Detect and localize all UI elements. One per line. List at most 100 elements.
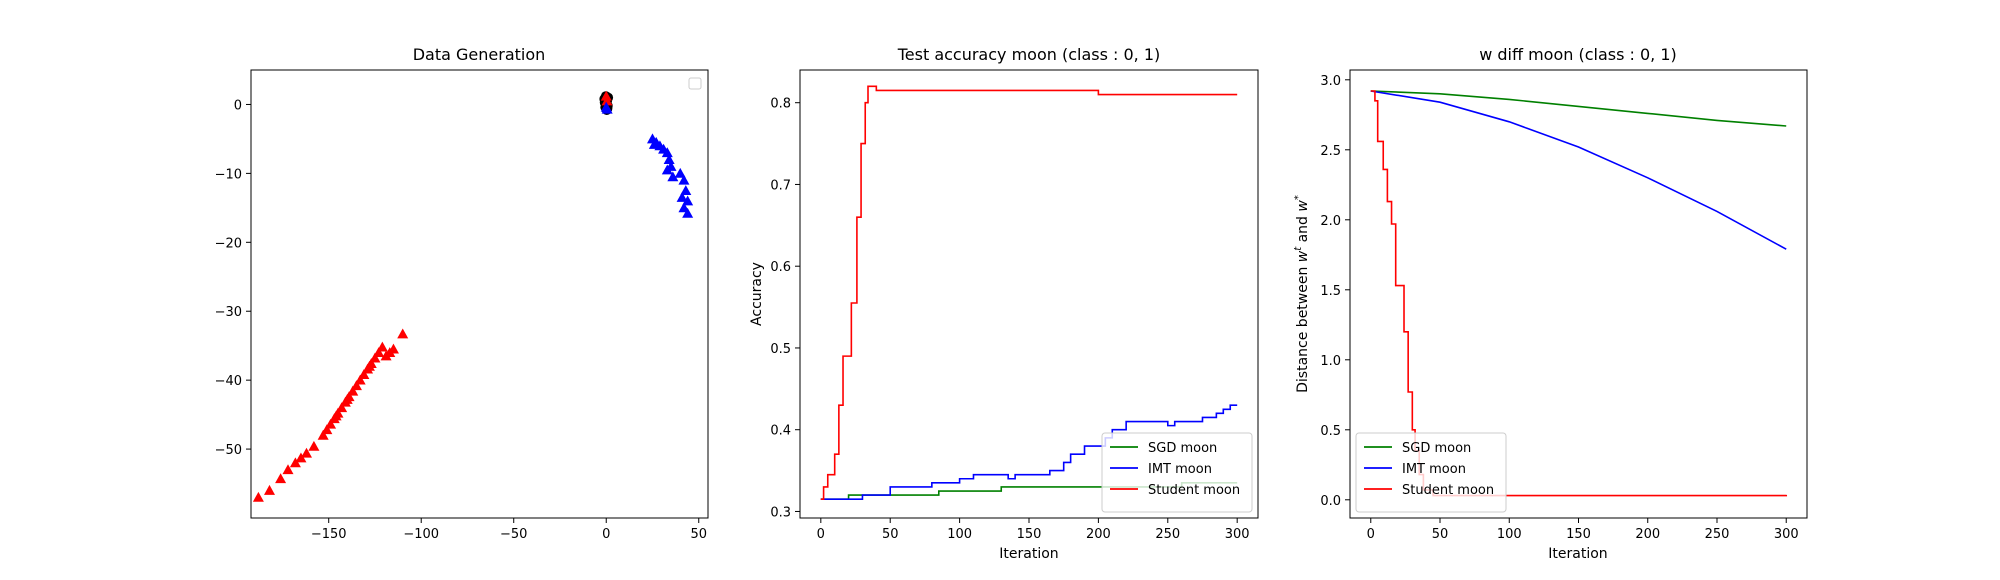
panel-1-legend xyxy=(688,77,702,90)
legend-label: IMT moon xyxy=(1148,462,1212,477)
scatter-point xyxy=(354,374,366,385)
scatter-point xyxy=(600,90,612,101)
scatter-point xyxy=(397,328,409,339)
legend-label: IMT moon xyxy=(1402,462,1466,477)
x-tick-label: 100 xyxy=(947,527,972,542)
panel-2-y-ticks: 0.3 0.4 0.5 0.6 0.7 0.8 xyxy=(770,97,800,520)
x-tick-label: 200 xyxy=(1086,527,1111,542)
y-tick-label: −20 xyxy=(215,236,242,251)
scatter-point xyxy=(376,341,388,352)
x-tick-label: 50 xyxy=(1432,527,1449,542)
scatter-point xyxy=(282,464,294,475)
scatter-point xyxy=(289,457,301,468)
series-line-imt-moon xyxy=(820,404,1238,500)
y-tick-label: 0.4 xyxy=(770,424,791,439)
x-tick-label: 0 xyxy=(602,527,610,542)
x-tick-label: 150 xyxy=(1566,527,1591,542)
y-tick-label: 0.0 xyxy=(1320,494,1341,509)
scatter-point xyxy=(317,429,329,440)
legend-label: SGD moon xyxy=(1148,441,1217,456)
series-line-student-moon xyxy=(820,85,1238,500)
x-tick-label: −50 xyxy=(500,527,527,542)
scatter-point xyxy=(369,352,381,363)
y-tick-label: 2.5 xyxy=(1320,144,1341,159)
scatter-point xyxy=(667,171,679,182)
scatter-point xyxy=(601,103,613,114)
panel-test-accuracy: Test accuracy moon (class : 0, 1) Iterat… xyxy=(749,45,1259,562)
scatter-point xyxy=(347,385,359,396)
legend-label: Student moon xyxy=(1148,483,1240,498)
scatter-point xyxy=(325,418,337,429)
panel-1-y-ticks: 0 −10 −20 −30 −40 −50 xyxy=(215,98,251,458)
panel-3-y-ticks: 0.0 0.5 1.0 1.5 2.0 2.5 3.0 xyxy=(1320,74,1350,509)
scatter-point xyxy=(264,484,276,495)
panel-2-x-axis-label: Iteration xyxy=(999,546,1058,562)
scatter-point xyxy=(387,343,399,354)
scatter-point xyxy=(674,167,686,178)
legend-label: Student moon xyxy=(1402,483,1494,498)
y-tick-label: 1.5 xyxy=(1320,284,1341,299)
scatter-point xyxy=(676,192,688,202)
scatter-point xyxy=(682,207,694,218)
scatter-point xyxy=(663,154,675,164)
scatter-point xyxy=(648,138,660,149)
scatter-point xyxy=(336,402,348,413)
panel-3-x-ticks: 0 50 100 150 200 250 300 xyxy=(1367,518,1799,542)
panel-1-title: Data Generation xyxy=(413,45,546,64)
panel-2-legend: SGD moon IMT moon Student moon xyxy=(1101,432,1253,513)
y-tick-label: 0.7 xyxy=(770,178,791,193)
y-tick-label: 2.0 xyxy=(1320,214,1341,229)
scatter-point xyxy=(661,164,673,175)
y-tick-label: 0.5 xyxy=(1320,424,1341,439)
series-line-sgd-moon xyxy=(1370,90,1787,127)
y-tick-label: 0.6 xyxy=(770,260,791,275)
series-line-imt-moon xyxy=(1370,90,1787,250)
panel-3-title: w diff moon (class : 0, 1) xyxy=(1479,45,1677,64)
panel-1-frame xyxy=(250,69,709,519)
scatter-point xyxy=(358,369,370,380)
scatter-point xyxy=(308,440,320,451)
legend-box xyxy=(1355,432,1507,513)
x-tick-label: 250 xyxy=(1155,527,1180,542)
x-tick-label: −150 xyxy=(311,527,347,542)
y-tick-label: 0.3 xyxy=(770,505,791,520)
y-tick-label: −30 xyxy=(215,305,242,320)
scatter-point xyxy=(295,452,307,463)
y-tick-label: 0 xyxy=(234,98,242,113)
x-tick-label: 50 xyxy=(882,527,899,542)
x-tick-label: 50 xyxy=(690,527,707,542)
panel-2-x-ticks: 0 50 100 150 200 250 300 xyxy=(817,518,1250,542)
legend-box xyxy=(1101,432,1253,513)
y-tick-label: −50 xyxy=(215,443,242,458)
panel-3-legend: SGD moon IMT moon Student moon xyxy=(1355,432,1507,513)
panel-2-frame xyxy=(799,69,1259,519)
y-tick-label: −40 xyxy=(215,374,242,389)
scatter-point xyxy=(661,147,673,158)
x-tick-label: 300 xyxy=(1774,527,1799,542)
x-tick-label: 300 xyxy=(1225,527,1250,542)
scatter-point xyxy=(678,174,690,185)
scatter-point xyxy=(373,347,385,357)
scatter-point xyxy=(680,185,692,196)
panel-3-frame xyxy=(1349,69,1808,519)
scatter-point xyxy=(330,410,342,421)
scatter-point xyxy=(341,393,353,404)
scatter-point xyxy=(301,447,313,458)
scatter-point xyxy=(252,491,264,502)
panel-3-y-axis-label: Distance between wt and w* xyxy=(1293,195,1311,393)
y-tick-label: 0.8 xyxy=(770,97,791,112)
x-tick-label: 150 xyxy=(1017,527,1042,542)
scatter-point xyxy=(601,95,613,106)
scatter-point xyxy=(275,473,287,484)
x-tick-label: 0 xyxy=(1367,527,1375,542)
panel-w-diff: w diff moon (class : 0, 1) Iteration Dis… xyxy=(1293,45,1808,562)
x-tick-label: 100 xyxy=(1497,527,1522,542)
y-tick-label: 3.0 xyxy=(1320,74,1341,89)
scatter-point xyxy=(350,380,362,391)
y-tick-label: 1.0 xyxy=(1320,354,1341,369)
y-tick-label: 0.5 xyxy=(770,342,791,357)
x-tick-label: 250 xyxy=(1705,527,1730,542)
legend-label: SGD moon xyxy=(1402,441,1471,456)
